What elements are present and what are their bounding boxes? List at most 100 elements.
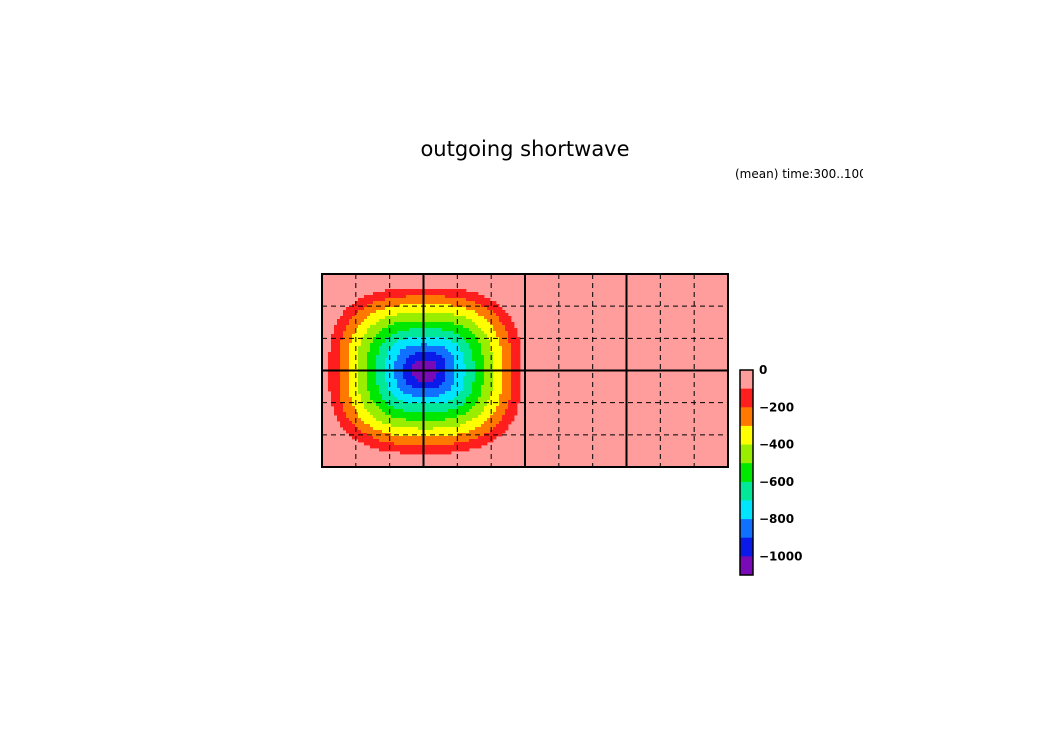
- contour-cell: [409, 331, 413, 335]
- contour-cell: [334, 343, 338, 347]
- contour-cell: [334, 355, 338, 359]
- contour-cell: [424, 325, 428, 329]
- contour-cell: [433, 364, 437, 368]
- contour-cell: [478, 316, 482, 320]
- contour-cell: [502, 424, 506, 428]
- contour-cell: [487, 421, 491, 425]
- contour-cell: [340, 415, 344, 419]
- contour-cell: [454, 358, 458, 362]
- contour-cell: [436, 292, 440, 296]
- contour-cell: [466, 376, 470, 380]
- contour-cell: [463, 340, 467, 344]
- contour-cell: [457, 412, 461, 416]
- contour-cell: [418, 379, 422, 383]
- contour-cell: [490, 352, 494, 356]
- contour-cell: [352, 403, 356, 407]
- contour-cell: [514, 346, 518, 350]
- contour-cell: [457, 313, 461, 317]
- contour-cell: [379, 307, 383, 311]
- contour-cell: [394, 376, 398, 380]
- contour-cell: [499, 373, 503, 377]
- contour-cell: [445, 325, 449, 329]
- contour-cell: [427, 307, 431, 311]
- contour-cell: [439, 376, 443, 380]
- contour-cell: [433, 322, 437, 326]
- contour-cell: [334, 397, 338, 401]
- contour-cell: [490, 418, 494, 422]
- contour-cell: [400, 436, 404, 440]
- contour-cell: [496, 355, 500, 359]
- contour-cell: [442, 316, 446, 320]
- contour-cell: [472, 409, 476, 413]
- contour-cell: [508, 397, 512, 401]
- contour-cell: [397, 289, 401, 293]
- contour-cell: [331, 373, 335, 377]
- contour-cell: [418, 451, 422, 455]
- contour-cell: [391, 346, 395, 350]
- contour-cell: [487, 415, 491, 419]
- contour-cell: [478, 313, 482, 317]
- contour-cell: [457, 349, 461, 353]
- contour-cell: [358, 370, 362, 374]
- contour-cell: [472, 373, 476, 377]
- contour-cell: [442, 367, 446, 371]
- contour-cell: [472, 337, 476, 341]
- contour-cell: [412, 373, 416, 377]
- contour-cell: [391, 397, 395, 401]
- colorbar-tick-label: 0: [759, 363, 767, 377]
- contour-cell: [361, 310, 365, 314]
- contour-cell: [385, 334, 389, 338]
- contour-cell: [487, 427, 491, 431]
- contour-cell: [475, 388, 479, 392]
- contour-cell: [391, 421, 395, 425]
- contour-cell: [409, 334, 413, 338]
- contour-cell: [427, 349, 431, 353]
- contour-cell: [457, 397, 461, 401]
- contour-cell: [400, 358, 404, 362]
- contour-cell: [424, 442, 428, 446]
- contour-cell: [499, 367, 503, 371]
- contour-cell: [457, 325, 461, 329]
- contour-cell: [376, 370, 380, 374]
- contour-cell: [403, 415, 407, 419]
- contour-cell: [493, 319, 497, 323]
- contour-cell: [349, 334, 353, 338]
- colorbar-swatch: [740, 556, 753, 576]
- contour-cell: [433, 445, 437, 449]
- contour-cell: [367, 310, 371, 314]
- contour-cell: [469, 292, 473, 296]
- contour-cell: [346, 391, 350, 395]
- contour-cell: [328, 382, 332, 386]
- contour-cell: [475, 298, 479, 302]
- contour-cell: [388, 415, 392, 419]
- contour-cell: [358, 361, 362, 365]
- contour-cell: [382, 421, 386, 425]
- contour-cell: [361, 349, 365, 353]
- contour-cell: [487, 406, 491, 410]
- contour-cell: [442, 295, 446, 299]
- contour-cell: [442, 451, 446, 455]
- contour-cell: [454, 343, 458, 347]
- contour-cell: [445, 346, 449, 350]
- contour-cell: [442, 385, 446, 389]
- contour-cell: [484, 430, 488, 434]
- contour-cell: [391, 322, 395, 326]
- contour-cell: [409, 298, 413, 302]
- contour-cell: [496, 334, 500, 338]
- contour-cell: [466, 424, 470, 428]
- contour-cell: [379, 367, 383, 371]
- contour-cell: [490, 328, 494, 332]
- contour-cell: [352, 367, 356, 371]
- contour-cell: [487, 436, 491, 440]
- contour-cell: [382, 433, 386, 437]
- contour-cell: [397, 448, 401, 452]
- contour-cell: [463, 307, 467, 311]
- contour-cell: [367, 340, 371, 344]
- contour-cell: [385, 367, 389, 371]
- contour-cell: [337, 388, 341, 392]
- contour-cell: [460, 385, 464, 389]
- contour-cell: [469, 349, 473, 353]
- contour-cell: [376, 298, 380, 302]
- contour-cell: [391, 388, 395, 392]
